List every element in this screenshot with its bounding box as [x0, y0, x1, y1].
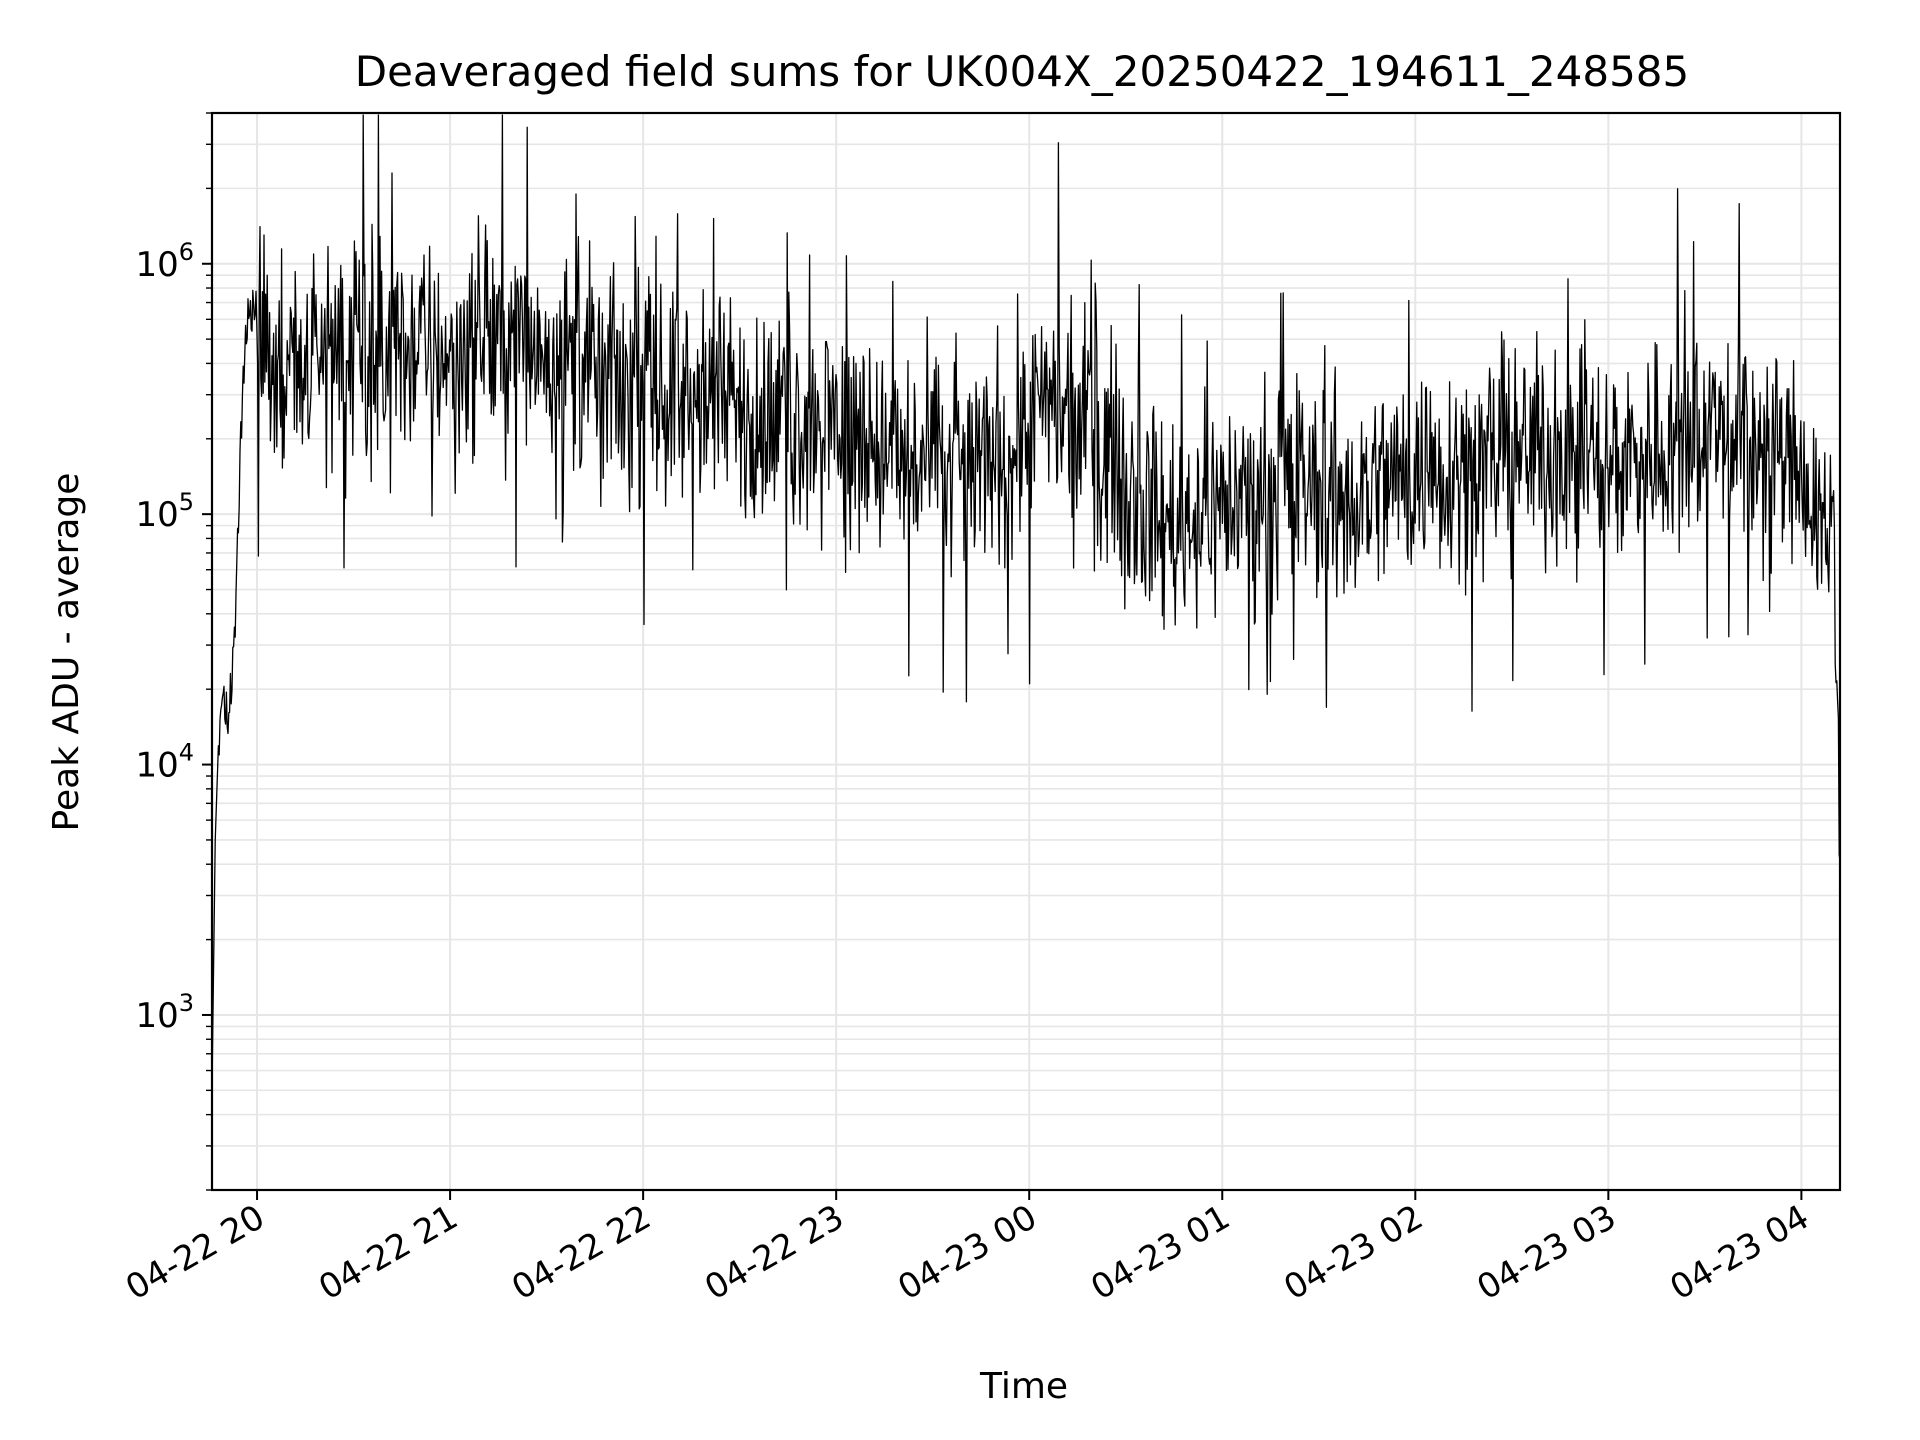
chart-title: Deaveraged field sums for UK004X_2025042… — [355, 47, 1690, 96]
plot-frame — [210, 111, 1842, 1192]
y-axis-label: Peak ADU - average — [46, 473, 87, 832]
series-line-group — [211, 114, 1841, 1091]
y-tick-labels: 103 104 105 106 — [135, 238, 194, 1036]
y-tick-label: 104 — [135, 739, 194, 786]
x-axis-label: Time — [979, 1366, 1068, 1407]
y-tick-label: 103 — [135, 989, 194, 1036]
y-tick-label: 105 — [135, 488, 194, 535]
series-line — [211, 114, 1841, 1091]
y-tick-label: 106 — [135, 238, 194, 285]
axis-ticks — [202, 112, 1803, 1200]
